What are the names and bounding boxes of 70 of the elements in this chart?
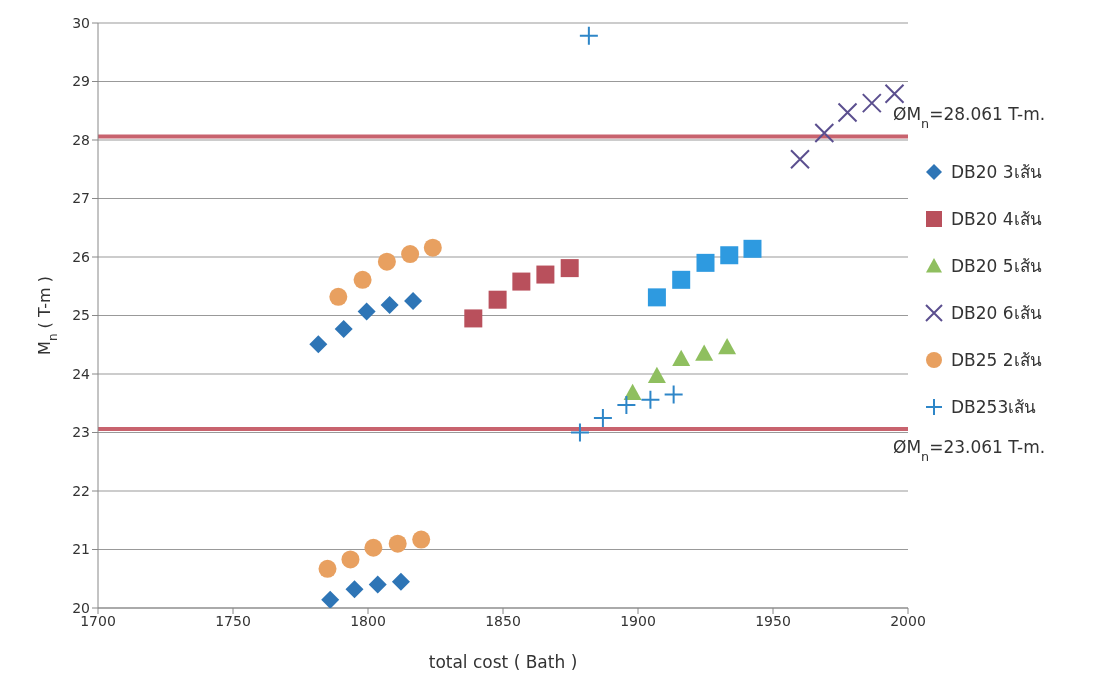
point: [464, 309, 483, 328]
point: [380, 295, 399, 314]
ref-line-label: ØM$_{n}$=23.061 T-m.: [893, 436, 1046, 464]
point: [720, 246, 739, 265]
ref-line-label: ØM$_{n}$=28.061 T-m.: [893, 104, 1046, 131]
point: [377, 252, 396, 271]
point: [357, 302, 376, 321]
point: [341, 550, 360, 569]
x-tick-label: 1750: [215, 612, 251, 629]
point: [884, 83, 905, 104]
point: [814, 122, 835, 143]
point: [364, 538, 383, 557]
legend-label: DB20 3เส้น: [951, 161, 1042, 184]
point: [309, 335, 328, 354]
point: [334, 319, 353, 338]
x-tick-label: 1900: [620, 612, 656, 629]
legend-label: DB25 2เส้น: [951, 349, 1042, 372]
point: [743, 239, 762, 258]
y-tick-label: 24: [72, 365, 91, 382]
point: [578, 25, 599, 46]
x-axis-title: total cost ( Bath ): [428, 652, 578, 672]
point: [318, 559, 337, 578]
point: [423, 238, 442, 257]
x-tick-label: 2000: [890, 612, 926, 629]
point: [616, 395, 637, 416]
point: [560, 259, 579, 278]
x-tick-label: 1950: [755, 612, 791, 629]
point: [647, 366, 666, 383]
legend-label: DB20 5เส้น: [951, 255, 1042, 278]
point: [353, 270, 372, 289]
legend-label: DB20 6เส้น: [951, 302, 1042, 325]
x-tick-label: 1850: [485, 612, 521, 629]
point: [718, 338, 737, 355]
point: [404, 291, 423, 310]
y-tick-label: 27: [72, 190, 90, 207]
point: [569, 422, 590, 443]
y-tick-label: 21: [72, 541, 90, 558]
point: [368, 575, 387, 594]
point: [790, 149, 810, 170]
y-tick-label: 29: [72, 73, 90, 90]
point: [329, 287, 348, 306]
x-tick-label: 1800: [350, 612, 386, 629]
y-tick-label: 22: [72, 482, 90, 499]
y-tick-label: 30: [72, 14, 90, 31]
point: [592, 407, 613, 428]
point: [536, 265, 555, 284]
point: [861, 93, 882, 114]
point: [388, 534, 407, 553]
point: [321, 590, 340, 608]
y-tick-label: 25: [72, 307, 90, 324]
legend-label: DB20 4เส้น: [951, 208, 1042, 231]
legend-label: DB253เส้น: [951, 396, 1037, 419]
point: [488, 290, 507, 309]
point: [837, 102, 858, 123]
point: [345, 580, 364, 599]
point: [401, 245, 420, 264]
point: [647, 288, 666, 307]
point: [391, 572, 410, 591]
y-tick-label: 23: [72, 424, 90, 441]
y-tick-label: 28: [72, 131, 90, 148]
point: [672, 270, 691, 289]
point: [672, 349, 691, 366]
y-tick-label: 26: [72, 248, 91, 265]
point: [695, 344, 714, 361]
point: [696, 253, 715, 272]
point: [663, 384, 684, 405]
point: [623, 383, 642, 400]
point: [512, 272, 531, 291]
point: [640, 389, 661, 410]
point: [412, 530, 431, 549]
